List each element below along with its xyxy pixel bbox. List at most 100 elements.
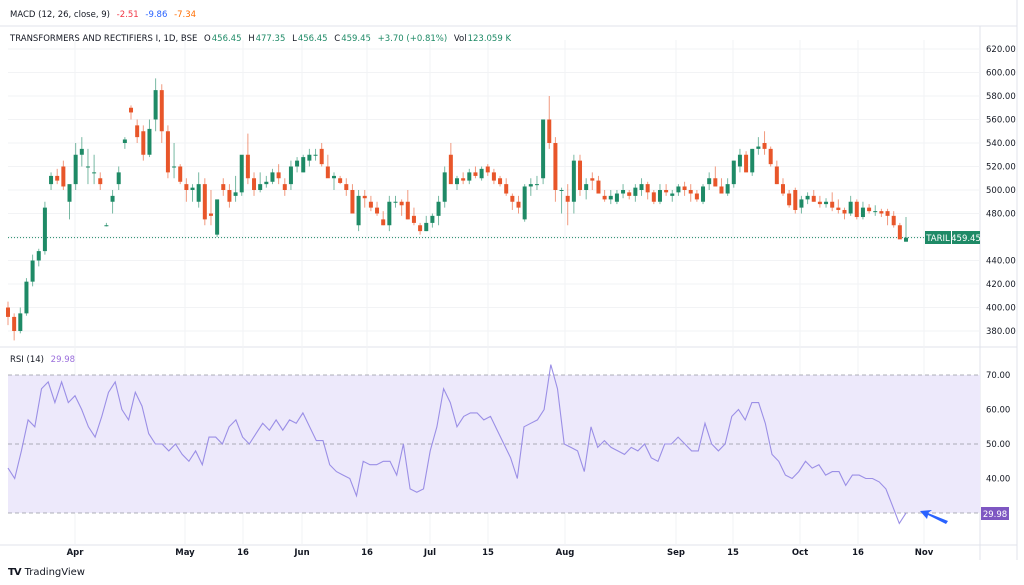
- candle-body: [799, 199, 804, 208]
- candle: [787, 190, 792, 208]
- candle-body: [848, 201, 853, 214]
- candle-body: [713, 178, 718, 187]
- candle: [897, 222, 902, 240]
- candle-body: [141, 131, 146, 155]
- symbol-legend[interactable]: TRANSFORMERS AND RECTIFIERS I, 1D, BSE O…: [10, 34, 515, 44]
- price-axis[interactable]: 380.00 400.00 420.00 440.00 480.00 500.00 520.…: [986, 45, 1016, 485]
- candle-body: [780, 184, 785, 194]
- candle: [719, 178, 724, 194]
- candle-body: [252, 178, 257, 190]
- candle-body: [307, 154, 312, 161]
- candle-body: [688, 190, 693, 194]
- candle-body: [393, 201, 398, 203]
- macd-value: -2.51: [116, 10, 139, 20]
- candle-body: [49, 175, 54, 185]
- candle-body: [891, 215, 896, 226]
- candle: [774, 160, 779, 185]
- candle-body: [301, 157, 306, 173]
- low-label: L: [292, 34, 297, 44]
- candle-body: [614, 193, 619, 202]
- price-tick-label: 420.00: [986, 280, 1016, 290]
- candle-body: [571, 160, 576, 202]
- candle: [221, 178, 226, 196]
- candle: [418, 222, 423, 235]
- candle: [768, 146, 773, 167]
- candle: [129, 105, 134, 120]
- candle-body: [436, 201, 441, 216]
- candle-body: [559, 190, 564, 191]
- candle-body: [381, 219, 386, 226]
- candle-body: [295, 160, 300, 167]
- price-badge: 459.45: [951, 234, 981, 244]
- time-axis[interactable]: Apr May 16 Jun 16 Jul 15 Aug Sep 15 Oct 16 Nov: [67, 548, 934, 558]
- candle: [338, 175, 343, 185]
- candle: [405, 190, 410, 220]
- time-tick-label: Aug: [556, 548, 575, 558]
- candle: [879, 208, 884, 218]
- candle: [73, 143, 78, 190]
- rsi-legend[interactable]: RSI (14) 29.98: [10, 355, 79, 365]
- macd-label: MACD (12, 26, close, 9): [10, 10, 110, 20]
- candle-body: [867, 207, 872, 212]
- candle: [590, 172, 595, 190]
- close-value: 459.45: [341, 34, 371, 44]
- candle: [215, 199, 220, 237]
- candle-body: [282, 184, 287, 190]
- candle: [694, 190, 699, 202]
- candle: [639, 178, 644, 196]
- price-tick-label: 620.00: [986, 45, 1016, 55]
- rsi-badge: 29.98: [983, 510, 1007, 520]
- candle: [756, 137, 761, 155]
- time-tick-label: Sep: [667, 548, 685, 558]
- tradingview-logo[interactable]: TV TradingView: [8, 567, 85, 578]
- candle: [602, 190, 607, 202]
- candle-body: [165, 131, 170, 173]
- candle-body: [596, 180, 601, 194]
- candle: [707, 172, 712, 190]
- rsi-tick-label: 70.00: [986, 371, 1010, 381]
- candle-body: [227, 190, 232, 202]
- candle: [430, 213, 435, 228]
- candle: [614, 190, 619, 205]
- candle-body: [368, 201, 373, 208]
- candle: [442, 166, 447, 208]
- candle: [651, 190, 656, 205]
- candle: [30, 254, 35, 287]
- candle: [79, 137, 84, 167]
- candle-body: [467, 172, 472, 181]
- candle-body: [85, 166, 90, 168]
- candle: [805, 192, 810, 205]
- candle: [799, 195, 804, 214]
- candle-body: [178, 166, 183, 182]
- candle-body: [430, 215, 435, 223]
- candle: [264, 175, 269, 188]
- candle-body: [584, 184, 589, 190]
- candle-body: [79, 148, 84, 155]
- candle-body: [541, 119, 546, 179]
- candle: [122, 137, 127, 149]
- candle-body: [362, 195, 367, 199]
- candle-body: [744, 154, 749, 173]
- candle: [578, 154, 583, 196]
- candle: [811, 190, 816, 202]
- candle-body: [670, 193, 675, 196]
- macd-legend[interactable]: MACD (12, 26, close, 9) -2.51 -9.86 -7.3…: [10, 10, 200, 20]
- candle: [701, 184, 706, 205]
- candle: [473, 166, 478, 179]
- price-tick-label: 600.00: [986, 69, 1016, 79]
- candle-body: [215, 199, 220, 235]
- candle-body: [135, 125, 140, 138]
- candle: [664, 184, 669, 196]
- candle: [387, 195, 392, 232]
- candle: [744, 151, 749, 173]
- candle-body: [24, 281, 29, 314]
- candle-body: [418, 225, 423, 232]
- candle: [393, 195, 398, 208]
- candle: [110, 190, 115, 214]
- candle: [608, 190, 613, 205]
- candle: [657, 184, 662, 205]
- candle-body: [528, 184, 533, 187]
- candle-body: [633, 187, 638, 196]
- symbol-title: TRANSFORMERS AND RECTIFIERS I, 1D, BSE: [10, 34, 198, 44]
